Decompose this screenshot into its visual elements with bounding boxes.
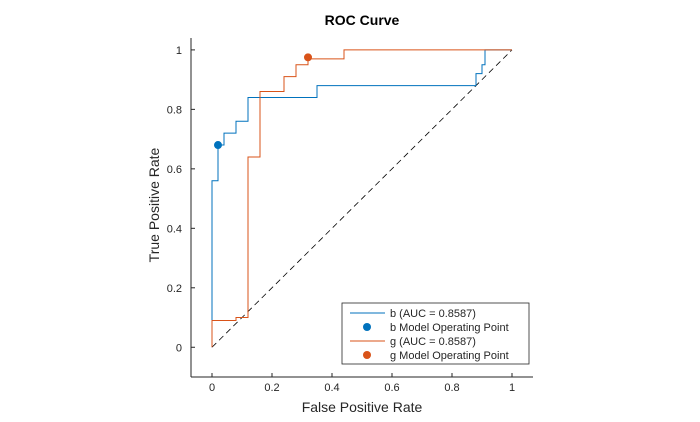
y-axis-label: True Positive Rate bbox=[146, 147, 162, 262]
operating-point-b bbox=[214, 141, 222, 150]
axes: 0 0.2 0.4 0.6 0.8 1 0 0.2 0.4 0.6 0.8 1 bbox=[167, 38, 533, 394]
legend-entry-b-line-label: b (AUC = 0.8587) bbox=[390, 308, 476, 320]
legend-entry-b-point-label: b Model Operating Point bbox=[390, 322, 509, 334]
y-tick-label: 0.8 bbox=[167, 104, 182, 116]
x-axis-label: False Positive Rate bbox=[302, 399, 423, 415]
x-tick-label: 1 bbox=[509, 382, 515, 394]
y-tick-label: 0.2 bbox=[167, 283, 182, 295]
x-tick-label: 0.4 bbox=[324, 382, 339, 394]
legend-entry-g-point-label: g Model Operating Point bbox=[390, 350, 509, 362]
y-tick-label: 0.6 bbox=[167, 164, 182, 176]
y-tick-label: 1 bbox=[176, 45, 182, 57]
y-tick-label: 0 bbox=[176, 342, 182, 354]
series-line-g bbox=[211, 49, 512, 348]
legend-entry-g-line-label: g (AUC = 0.8587) bbox=[390, 336, 476, 348]
legend-entry-g-point-swatch bbox=[363, 351, 371, 359]
legend: b (AUC = 0.8587) b Model Operating Point g… bbox=[341, 302, 530, 365]
chart-title: ROC Curve bbox=[325, 12, 400, 28]
reference-diagonal-line bbox=[211, 49, 513, 348]
x-tick-label: 0 bbox=[209, 382, 215, 394]
legend-box bbox=[341, 302, 530, 365]
operating-point-g bbox=[304, 53, 312, 62]
x-tick-label: 0.8 bbox=[444, 382, 459, 394]
x-tick-label: 0.6 bbox=[384, 382, 399, 394]
y-tick-label: 0.4 bbox=[167, 223, 182, 235]
plot-area bbox=[211, 49, 513, 348]
legend-entry-b-point-swatch bbox=[363, 323, 371, 331]
x-tick-label: 0.2 bbox=[264, 382, 279, 394]
